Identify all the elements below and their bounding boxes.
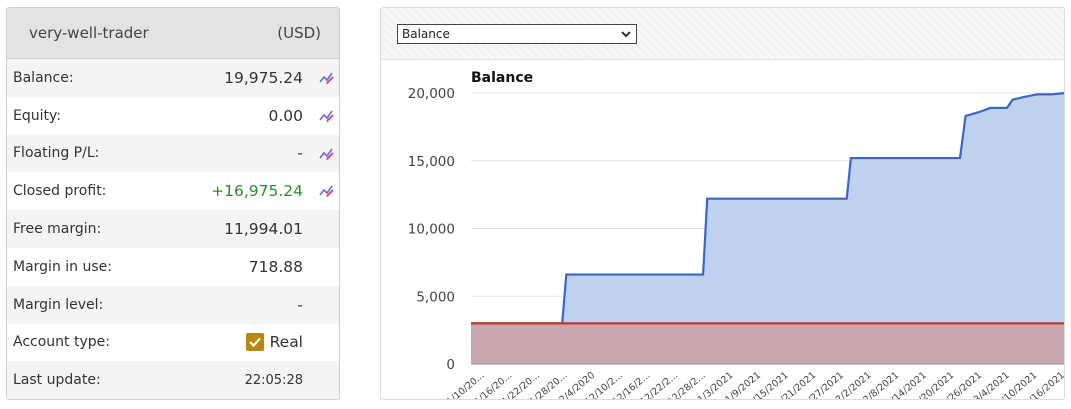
account-row: Free margin: 11,994.01 (7, 210, 339, 248)
account-type-value: Real (245, 333, 303, 352)
account-summary-panel: very-well-trader (USD) Balance: 19,975.24… (6, 7, 340, 400)
chart-type-select[interactable]: Balance (397, 24, 637, 44)
account-row-value: 22:05:28 (244, 372, 303, 388)
account-name: very-well-trader (29, 24, 149, 42)
account-row-label: Balance: (13, 69, 74, 86)
account-header: very-well-trader (USD) (7, 8, 339, 59)
account-row: Closed profit: +16,975.24 (7, 172, 339, 210)
chart-edit-icon[interactable] (318, 145, 335, 162)
checkmark-icon (248, 338, 261, 348)
account-row: Floating P/L: - (7, 134, 339, 173)
chart-edit-icon[interactable] (318, 69, 335, 86)
account-row: Margin in use: 718.88 (7, 248, 339, 286)
account-row-value: - (297, 144, 303, 163)
account-type-text: Real (269, 333, 303, 352)
account-row-value: 718.88 (248, 257, 303, 276)
y-tick-label: 5,000 (416, 289, 455, 305)
chart-edit-icon[interactable] (318, 182, 335, 199)
account-row-label: Margin level: (13, 296, 104, 313)
balance-chart: 05,00010,00015,00020,00011/10/20...11/16… (408, 70, 1064, 399)
account-row: Account type: Real (7, 324, 339, 362)
series-area (471, 323, 1064, 364)
account-row: Balance: 19,975.24 (7, 59, 339, 97)
y-tick-label: 15,000 (408, 154, 455, 170)
account-row-value: 11,994.01 (224, 220, 303, 239)
series-area (471, 93, 1064, 364)
chevron-down-icon (621, 31, 631, 38)
account-row: Last update: 22:05:28 (7, 361, 339, 399)
account-row-value: - (297, 295, 303, 314)
chart-type-selected: Balance (402, 27, 450, 41)
chart-edit-icon[interactable] (318, 107, 335, 124)
account-row-value: +16,975.24 (211, 182, 303, 201)
y-tick-label: 0 (446, 357, 455, 373)
account-row-label: Floating P/L: (13, 145, 100, 162)
account-row-value: 19,975.24 (224, 68, 303, 87)
account-row-label: Free margin: (13, 221, 102, 238)
account-row-label: Account type: (13, 334, 110, 351)
account-row-value: 0.00 (268, 106, 303, 125)
account-row-label: Margin in use: (13, 258, 112, 275)
account-currency: (USD) (277, 24, 321, 42)
account-row: Margin level: - (7, 285, 339, 324)
chart-title: Balance (471, 70, 533, 86)
real-account-checkbox[interactable] (245, 333, 264, 352)
account-row: Equity: 0.00 (7, 97, 339, 135)
account-rows: Balance: 19,975.24 Equity: 0.00 Floating P/L… (7, 59, 339, 399)
chart-panel: Balance 0 5,000 10,000 15,000 20,000 11/10/20… (380, 7, 1065, 400)
account-row-label: Last update: (13, 372, 101, 389)
y-tick-label: 10,000 (408, 222, 455, 238)
series-line (471, 91, 1064, 325)
chart-toolbar: Balance (381, 8, 1064, 60)
account-row-label: Equity: (13, 107, 61, 124)
account-row-label: Closed profit: (13, 183, 107, 200)
y-tick-label: 20,000 (408, 86, 455, 102)
